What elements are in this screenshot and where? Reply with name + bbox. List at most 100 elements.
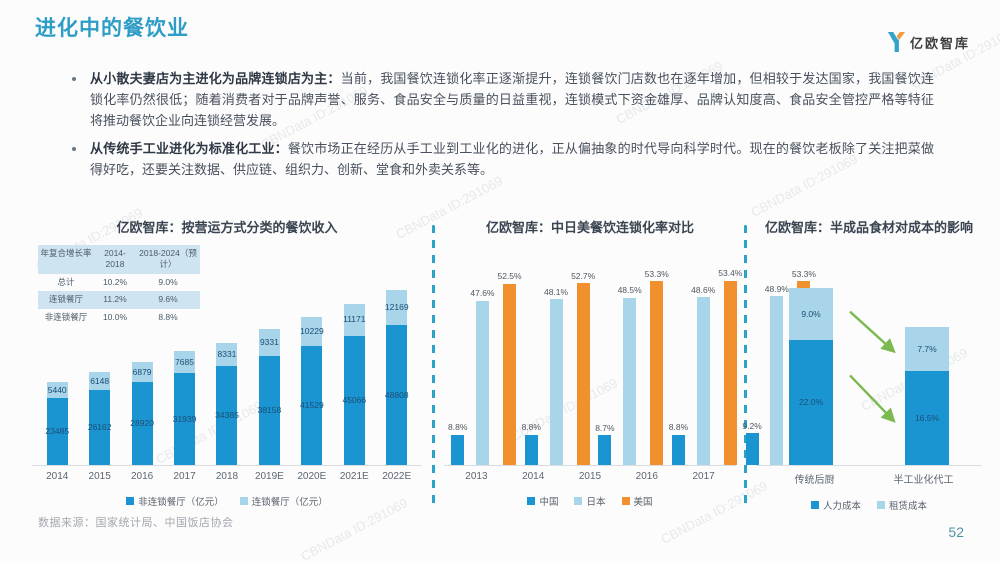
table-cell: 10.0% [102, 311, 128, 322]
bar-segment: 41529 [300, 345, 324, 465]
bar-group: 8.8% 48.1% 52.7% [522, 242, 595, 465]
bar-segment: 9.0% [789, 288, 833, 340]
x-axis-label: 传统后厨 [794, 475, 835, 486]
bar-wrap: 8.8% [669, 423, 688, 465]
bar-group: 8.8% 48.6% 53.4% [669, 242, 742, 465]
table-row: 非连锁餐厅 10.0% 8.8% [38, 309, 200, 326]
bar-value-label: 10229 [300, 326, 324, 336]
bar-value-label: 8.8% [521, 422, 541, 433]
table-cell: 11.2% [103, 294, 127, 305]
chainrate-chart-panel: 亿欧智库：中日美餐饮连锁化率对比 8.8% 47.6% 52.5% 8.8% 48.1%… [444, 213, 816, 515]
bar-value-label: 11171 [343, 314, 366, 325]
bar-wrap: 52.7% [571, 272, 595, 465]
bullet-marker-icon [72, 147, 76, 151]
bar-segment: 31939 [172, 373, 197, 465]
bar-value-label: 47.6% [470, 288, 495, 299]
legend-swatch [810, 501, 819, 509]
x-axis-label: 2013 [465, 471, 488, 482]
bar-segment: 16.5% [905, 371, 949, 465]
bar-value-label: 31939 [172, 413, 197, 424]
bar-segment: 6148 [89, 372, 111, 390]
legend-item: 美国 [621, 494, 653, 508]
bar-wrap: 8.8% [522, 423, 541, 465]
legend-label: 租赁成本 [889, 501, 928, 512]
bullet-list: 从小散夫妻店为主进化为品牌连锁店为主：当前，我国餐饮连锁化率正逐渐提升，连锁餐饮… [66, 68, 934, 187]
bar [451, 434, 465, 465]
bar-wrap: 52.5% [497, 271, 522, 465]
bullet-lead: 从传统手工业进化为标准化工业： [90, 141, 288, 156]
dashed-divider [744, 225, 747, 507]
bar-value-label: 26162 [87, 422, 112, 433]
chainrate-plot: 8.8% 47.6% 52.5% 8.8% 48.1% 52.7% 8.7% 48.5% 53.… [444, 242, 816, 466]
bar-group: 8.8% 47.6% 52.5% [448, 242, 522, 465]
bar-column: 7.7% 16.5% [897, 242, 957, 465]
legend-item: 日本 [574, 494, 606, 508]
charts-row: 亿欧智库：按营运方式分类的餐饮收入 年复合增长率 2014-2018 2018-20… [32, 213, 982, 515]
bar-value-label: 52.7% [571, 270, 596, 281]
bar-segment: 6879 [131, 362, 153, 382]
legend-item: 连锁餐厅（亿元） [239, 494, 328, 508]
table-row: 总计 10.2% 9.0% [38, 274, 200, 291]
bar [576, 283, 590, 465]
stacked-bar: 6879 28920 [130, 362, 154, 465]
bar-value-label: 22.0% [798, 397, 824, 408]
bar [503, 283, 517, 465]
bar-column: 9331 38158 [248, 242, 290, 465]
revenue-plot: 5440 23485 6148 26162 6879 28920 7685 31939 8331… [32, 242, 422, 466]
bar-value-label: 9.0% [801, 308, 821, 319]
bar-value-label: 8.8% [448, 422, 468, 433]
bar-value-label: 9331 [259, 336, 279, 347]
bar-value-label: 8331 [217, 349, 237, 360]
bar-column: 7685 31939 [163, 242, 205, 465]
bar-segment: 23485 [45, 397, 69, 465]
bar-value-label: 7685 [175, 357, 194, 368]
bar-value-label: 48.9% [764, 283, 789, 294]
bar-column: 10229 41529 [291, 242, 333, 465]
x-axis-label: 半工业化代工 [893, 475, 954, 486]
chainrate-xaxis: 2013 2014 2015 2016 2017 [444, 466, 736, 482]
page-title: 进化中的餐饮业 [35, 17, 189, 40]
x-axis-label: 2014 [522, 471, 545, 482]
bar-value-label: 38158 [257, 405, 282, 415]
legend-item: 人力成本 [810, 498, 861, 512]
table-header-cell: 2014-2018 [104, 248, 126, 270]
table-cell: 总计 [57, 276, 75, 287]
bar-column: 8331 34385 [206, 242, 248, 465]
legend-item: 中国 [527, 494, 558, 508]
bar-value-label: 52.5% [497, 271, 522, 282]
dashed-divider [432, 225, 435, 507]
cost-xaxis: 传统后厨 半工业化代工 [756, 466, 982, 486]
table-header-cell: 年复合增长率 [40, 248, 92, 258]
legend-swatch [574, 497, 583, 505]
bar-column: 12169 48808 [376, 242, 418, 465]
chainrate-chart-title: 亿欧智库：中日美餐饮连锁化率对比 [485, 220, 694, 235]
bullet-item: 从小散夫妻店为主进化为品牌连锁店为主：当前，我国餐饮连锁化率正逐渐提升，连锁餐饮… [66, 68, 934, 131]
stacked-bar: 7.7% 16.5% [905, 327, 949, 465]
bar-segment: 11171 [343, 303, 366, 336]
bar-value-label: 7.7% [917, 343, 937, 354]
x-axis-label: 2016 [635, 471, 658, 482]
brand-logo: 亿欧智库 [887, 32, 970, 53]
bar [696, 297, 710, 465]
table-row: 连锁餐厅 11.2% 9.6% [38, 291, 200, 309]
revenue-chart-panel: 亿欧智库：按营运方式分类的餐饮收入 年复合增长率 2014-2018 2018-20… [32, 213, 422, 515]
bar-wrap: 53.4% [718, 269, 742, 465]
revenue-chart-title: 亿欧智库：按营运方式分类的餐饮收入 [116, 220, 338, 235]
cost-plot: 9.0% 22.0% 7.7% 16.5% [756, 242, 982, 466]
bar-value-label: 8.8% [668, 422, 689, 433]
bar-column: 9.0% 22.0% [781, 242, 841, 465]
x-axis-label: 2014 [46, 471, 69, 482]
bar-segment: 5440 [46, 382, 68, 398]
bar-column: 6148 26162 [78, 242, 120, 465]
bar [475, 300, 489, 465]
bar-group: 8.7% 48.5% 53.3% [595, 242, 669, 465]
table-cell: 9.6% [158, 294, 178, 305]
x-axis-label: 2019E [254, 471, 284, 482]
legend-item: 租赁成本 [877, 498, 927, 512]
bar-value-label: 45066 [342, 395, 367, 406]
bar-value-label: 41529 [300, 400, 324, 411]
bullet-lead: 从小散夫妻店为主进化为品牌连锁店为主： [90, 71, 341, 86]
bar-wrap: 48.1% [544, 288, 568, 465]
table-header-cell: 2018-2024（预计） [139, 248, 197, 270]
